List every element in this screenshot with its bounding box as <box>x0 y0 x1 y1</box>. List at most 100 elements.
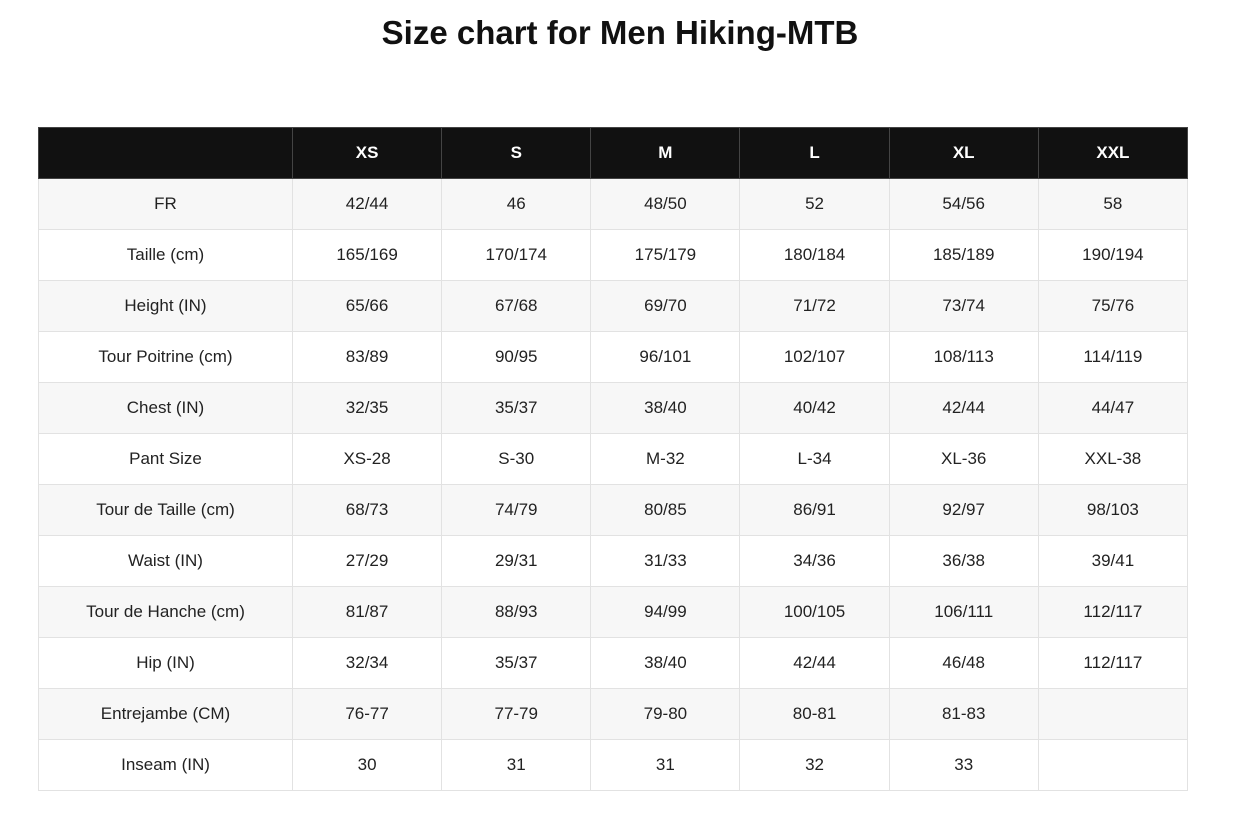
table-cell: 80/85 <box>590 484 741 536</box>
table-cell: 88/93 <box>441 586 592 638</box>
table-cell: 42/44 <box>739 637 890 689</box>
table-cell: 190/194 <box>1037 229 1189 281</box>
table-cell: 170/174 <box>441 229 592 281</box>
table-cell: 165/169 <box>291 229 443 281</box>
row-label: FR <box>38 178 293 230</box>
table-cell: 65/66 <box>291 280 443 332</box>
table-cell: 32 <box>739 739 890 791</box>
table-row: Inseam (IN) 30 31 31 32 33 <box>38 739 1189 791</box>
row-label: Chest (IN) <box>38 382 293 434</box>
table-cell: 34/36 <box>739 535 890 587</box>
column-header: XXL <box>1037 127 1189 179</box>
table-row: Waist (IN) 27/29 29/31 31/33 34/36 36/38 39/41 <box>38 535 1189 587</box>
table-cell: XS-28 <box>291 433 443 485</box>
row-label: Waist (IN) <box>38 535 293 587</box>
table-cell: 44/47 <box>1037 382 1189 434</box>
table-row: Tour de Taille (cm) 68/73 74/79 80/85 86/91 9… <box>38 484 1189 536</box>
column-header: L <box>739 127 890 179</box>
table-cell: 112/117 <box>1037 637 1189 689</box>
table-cell: 77-79 <box>441 688 592 740</box>
table-cell: 42/44 <box>291 178 443 230</box>
row-label: Taille (cm) <box>38 229 293 281</box>
table-cell: 81-83 <box>888 688 1039 740</box>
table-cell: L-34 <box>739 433 890 485</box>
table-row: Tour Poitrine (cm) 83/89 90/95 96/101 102/10… <box>38 331 1189 383</box>
table-cell: S-30 <box>441 433 592 485</box>
table-cell: 81/87 <box>291 586 443 638</box>
table-cell: XL-36 <box>888 433 1039 485</box>
table-cell: XXL-38 <box>1037 433 1189 485</box>
table-cell: 75/76 <box>1037 280 1189 332</box>
table-cell: 52 <box>739 178 890 230</box>
table-cell: 76-77 <box>291 688 443 740</box>
table-cell: 38/40 <box>590 382 741 434</box>
table-cell: 67/68 <box>441 280 592 332</box>
table-cell: 73/74 <box>888 280 1039 332</box>
table-cell: 68/73 <box>291 484 443 536</box>
row-label: Entrejambe (CM) <box>38 688 293 740</box>
table-row: Chest (IN) 32/35 35/37 38/40 40/42 42/44 44/47 <box>38 382 1189 434</box>
table-cell: 83/89 <box>291 331 443 383</box>
table-cell: 38/40 <box>590 637 741 689</box>
table-cell: 90/95 <box>441 331 592 383</box>
table-row: FR 42/44 46 48/50 52 54/56 58 <box>38 178 1189 230</box>
row-label: Tour Poitrine (cm) <box>38 331 293 383</box>
table-cell: 74/79 <box>441 484 592 536</box>
table-cell: 36/38 <box>888 535 1039 587</box>
table-cell: 54/56 <box>888 178 1039 230</box>
table-cell: 100/105 <box>739 586 890 638</box>
size-table: XS S M L XL XXL FR 42/44 46 48/50 52 54/56 58 Taille… <box>38 127 1189 791</box>
table-cell: 80-81 <box>739 688 890 740</box>
row-label: Tour de Hanche (cm) <box>38 586 293 638</box>
table-cell: 114/119 <box>1037 331 1189 383</box>
row-label: Inseam (IN) <box>38 739 293 791</box>
row-label: Height (IN) <box>38 280 293 332</box>
empty-cell <box>1037 688 1189 740</box>
table-cell: 48/50 <box>590 178 741 230</box>
table-body: FR 42/44 46 48/50 52 54/56 58 Taille (cm) 165/16… <box>38 178 1189 791</box>
table-cell: M-32 <box>590 433 741 485</box>
empty-cell <box>1037 739 1189 791</box>
table-row: Tour de Hanche (cm) 81/87 88/93 94/99 100/10… <box>38 586 1189 638</box>
table-cell: 58 <box>1037 178 1189 230</box>
table-cell: 71/72 <box>739 280 890 332</box>
table-cell: 31 <box>441 739 592 791</box>
table-cell: 96/101 <box>590 331 741 383</box>
column-header: XL <box>888 127 1039 179</box>
column-header: XS <box>291 127 443 179</box>
table-row: Pant Size XS-28 S-30 M-32 L-34 XL-36 XXL-38 <box>38 433 1189 485</box>
table-cell: 79-80 <box>590 688 741 740</box>
table-cell: 32/35 <box>291 382 443 434</box>
table-row: Taille (cm) 165/169 170/174 175/179 180/184 1… <box>38 229 1189 281</box>
table-cell: 46/48 <box>888 637 1039 689</box>
table-cell: 92/97 <box>888 484 1039 536</box>
column-header: S <box>441 127 592 179</box>
table-cell: 69/70 <box>590 280 741 332</box>
table-cell: 108/113 <box>888 331 1039 383</box>
page-title: Size chart for Men Hiking-MTB <box>381 14 859 51</box>
table-cell: 94/99 <box>590 586 741 638</box>
table-cell: 35/37 <box>441 382 592 434</box>
table-cell: 33 <box>888 739 1039 791</box>
corner-cell <box>38 127 293 179</box>
row-label: Hip (IN) <box>38 637 293 689</box>
table-cell: 102/107 <box>739 331 890 383</box>
table-cell: 42/44 <box>888 382 1039 434</box>
row-label: Tour de Taille (cm) <box>38 484 293 536</box>
table-cell: 27/29 <box>291 535 443 587</box>
table-cell: 180/184 <box>739 229 890 281</box>
table-row: Height (IN) 65/66 67/68 69/70 71/72 73/74 75/7… <box>38 280 1189 332</box>
table-cell: 31/33 <box>590 535 741 587</box>
table-cell: 86/91 <box>739 484 890 536</box>
table-row: Hip (IN) 32/34 35/37 38/40 42/44 46/48 112/117 <box>38 637 1189 689</box>
table-cell: 46 <box>441 178 592 230</box>
table-cell: 29/31 <box>441 535 592 587</box>
table-cell: 98/103 <box>1037 484 1189 536</box>
table-cell: 185/189 <box>888 229 1039 281</box>
table-row: Entrejambe (CM) 76-77 77-79 79-80 80-81 81-83 <box>38 688 1189 740</box>
table-cell: 175/179 <box>590 229 741 281</box>
table-cell: 39/41 <box>1037 535 1189 587</box>
column-header: M <box>590 127 741 179</box>
table-cell: 112/117 <box>1037 586 1189 638</box>
